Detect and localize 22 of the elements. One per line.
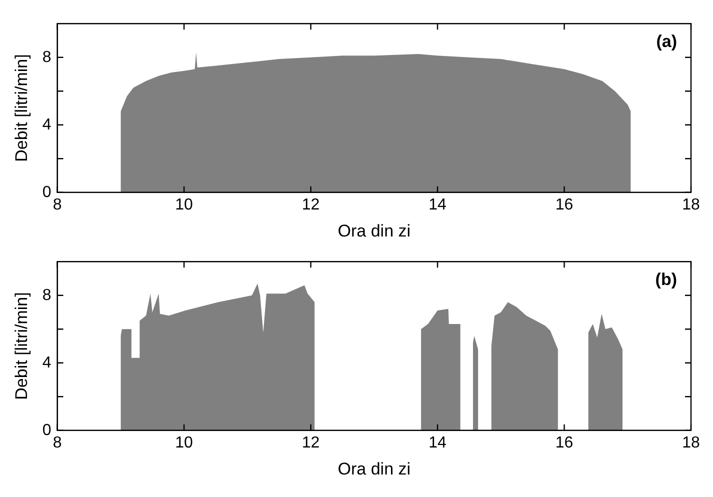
- y-axis-title: Debit [litri/min]: [12, 54, 31, 162]
- x-axis-title: Ora din zi: [338, 459, 411, 478]
- x-tick-label: 10: [175, 196, 194, 214]
- y-tick-label: 8: [42, 48, 52, 66]
- annotation: (a): [656, 32, 677, 51]
- x-axis-title: Ora din zi: [338, 221, 411, 240]
- x-tick-label: 12: [302, 196, 320, 214]
- x-tick-label: 10: [175, 434, 194, 452]
- y-tick-label: 0: [42, 422, 52, 439]
- y-axis-title: Debit [litri/min]: [12, 292, 31, 400]
- annotation: (b): [655, 270, 677, 289]
- x-tick-label: 12: [302, 434, 320, 452]
- x-tick-label: 14: [428, 196, 447, 214]
- y-tick-label: 4: [42, 116, 52, 134]
- x-tick-label: 14: [428, 434, 447, 452]
- x-tick-label: 16: [555, 434, 574, 452]
- x-tick-label: 18: [682, 434, 700, 452]
- y-tick-label: 0: [42, 184, 52, 201]
- x-tick-label: 16: [555, 196, 574, 214]
- x-tick-label: 18: [682, 196, 700, 214]
- y-tick-label: 8: [42, 286, 52, 304]
- y-tick-label: 4: [42, 354, 52, 372]
